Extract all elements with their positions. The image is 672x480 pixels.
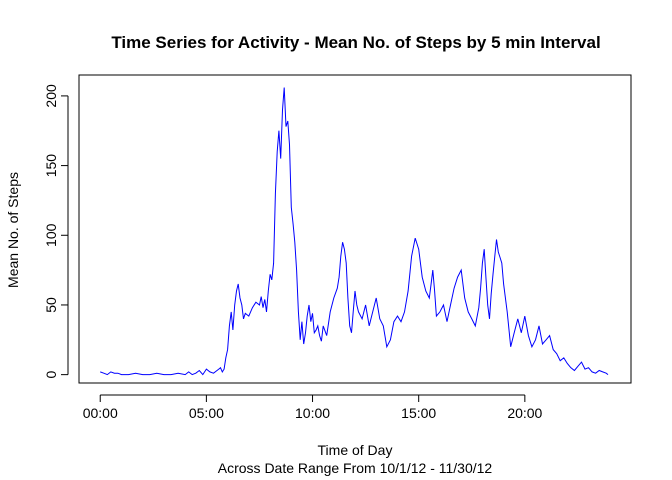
x-axis-label: Time of Day bbox=[318, 442, 393, 458]
y-axis-label: Mean No. of Steps bbox=[5, 172, 21, 288]
y-tick-label: 50 bbox=[43, 297, 59, 313]
x-tick-label: 00:00 bbox=[83, 405, 118, 421]
y-tick-label: 100 bbox=[43, 223, 59, 247]
y-tick-label: 150 bbox=[43, 154, 59, 178]
chart-title: Time Series for Activity - Mean No. of S… bbox=[111, 33, 600, 52]
x-tick-label: 10:00 bbox=[295, 405, 330, 421]
x-tick-label: 05:00 bbox=[189, 405, 224, 421]
x-tick-label: 20:00 bbox=[507, 405, 542, 421]
y-tick-label: 200 bbox=[43, 84, 59, 108]
y-axis: 0 50 100 150 200 bbox=[43, 84, 69, 379]
y-tick-label: 0 bbox=[43, 371, 59, 379]
x-axis: 00:00 05:00 10:00 15:00 20:00 bbox=[83, 394, 543, 421]
plot-frame bbox=[78, 74, 632, 384]
series-line-mean-steps bbox=[100, 87, 609, 376]
x-tick-label: 15:00 bbox=[401, 405, 436, 421]
x-axis-sublabel: Across Date Range From 10/1/12 - 11/30/1… bbox=[218, 460, 493, 476]
